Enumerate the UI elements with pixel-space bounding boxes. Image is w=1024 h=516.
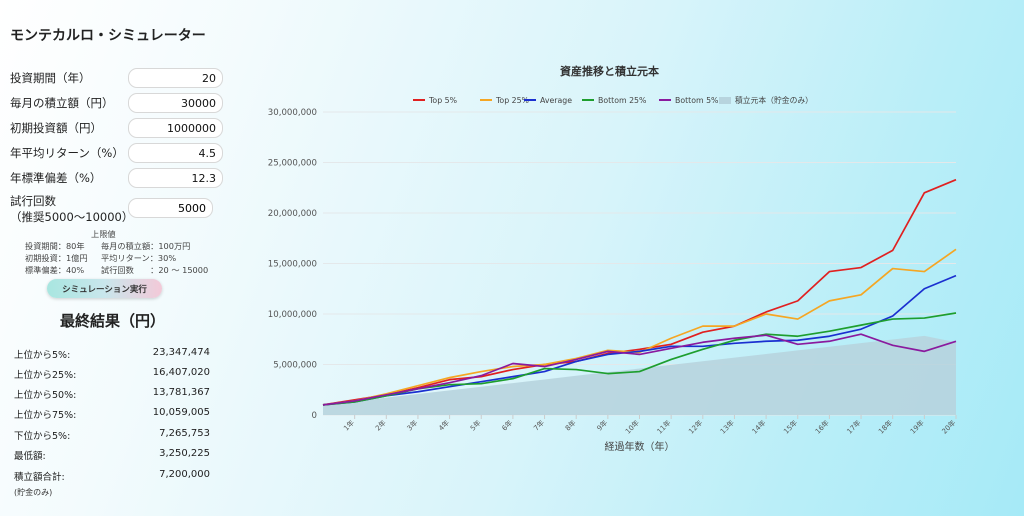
x-tick-label: 9年 [595,418,609,432]
series-line [322,333,957,406]
initial-label: 初期投資額（円） [10,121,102,135]
x-tick-label: 15年 [782,418,800,436]
result-row: 下位から5%: 7,265,753 [14,428,210,442]
stdev-input[interactable] [128,168,223,188]
return-label: 年平均リターン（%） [10,146,124,160]
asset-chart: 0 5,000,000 10,000,000 15,000,000 20,000,000… [268,95,958,453]
legend-label: Top 25% [495,96,529,105]
result-value: 16,407,020 [152,367,210,378]
x-tick-label: 16年 [813,418,831,436]
y-tick-label: 20,000,000 [268,209,317,219]
limit-return: 平均リターン：30% [101,253,177,263]
result-value: 13,781,367 [152,387,210,398]
legend-label: 積立元本（貯金のみ） [735,95,813,105]
result-label: 最低額: [14,451,46,462]
x-tick-label: 11年 [655,418,673,436]
limits-header: 上限値 [91,229,116,239]
principal-area [323,335,956,415]
result-label: 下位から5%: [14,431,71,442]
x-tick-label: 8年 [563,418,577,432]
x-tick-label: 3年 [405,418,419,432]
legend-label: Bottom 25% [598,96,646,105]
stdev-label: 年標準偏差（%） [10,171,102,185]
x-tick-label: 6年 [500,418,514,432]
legend-swatch [719,97,731,104]
x-tick-label: 12年 [687,418,705,436]
monthly-input[interactable] [128,93,223,113]
result-value: 7,265,753 [159,428,210,439]
y-tick-label: 0 [312,411,317,421]
result-label: 上位から50%: [14,390,77,401]
x-tick-label: 5年 [468,418,482,432]
x-tick-label: 14年 [750,418,768,436]
result-row: 積立額合計: 7,200,000 [14,469,210,483]
result-label: 上位から75%: [14,410,77,421]
y-tick-label: 15,000,000 [268,260,317,270]
x-tick-label: 19年 [908,418,926,436]
trials-label: 試行回数 （推奨5000〜10000） [10,193,133,225]
chart-title: 資産推移と積立元本 [560,65,659,78]
results-note: (貯金のみ) [14,488,53,497]
years-label: 投資期間（年） [10,71,91,85]
limit-stdev: 標準偏差：40% [25,265,85,275]
result-value: 3,250,225 [159,448,210,459]
x-tick-label: 2年 [373,418,387,432]
x-tick-label: 18年 [876,418,894,436]
trials-label-line1: 試行回数 [10,194,56,208]
monthly-row: 毎月の積立額（円） [10,93,223,113]
years-input[interactable] [128,68,223,88]
x-tick-label: 1年 [342,418,356,432]
result-row: 上位から50%: 13,781,367 [14,387,210,401]
result-value: 10,059,005 [152,407,210,418]
return-input[interactable] [128,143,223,163]
x-axis-label: 経過年数（年） [605,440,675,453]
result-row: 上位から75%: 10,059,005 [14,407,210,421]
x-tick-label: 4年 [437,418,451,432]
app-title: モンテカルロ・シミュレーター [10,28,206,44]
limit-trials: 試行回数 ：20 〜 15000 [101,265,209,275]
limit-monthly: 毎月の積立額：100万円 [101,241,191,251]
run-simulation-button[interactable]: シミュレーション実行 [47,279,162,298]
monthly-label: 毎月の積立額（円） [10,96,114,110]
result-value: 23,347,474 [152,347,210,358]
result-row: 最低額: 3,250,225 [14,448,210,462]
trials-input[interactable] [128,198,213,218]
x-tick-label: 17年 [845,418,863,436]
initial-row: 初期投資額（円） [10,118,223,138]
result-label: 上位から5%: [14,350,71,361]
years-row: 投資期間（年） [10,68,223,88]
y-tick-label: 5,000,000 [273,361,317,371]
legend-label: Bottom 5% [675,96,718,105]
limit-initial: 初期投資：1億円 [25,253,88,263]
limit-years: 投資期間：80年 [25,241,85,251]
x-tick-label: 13年 [718,418,736,436]
series-line [322,178,957,406]
result-value: 7,200,000 [159,469,210,480]
legend-label: Average [540,96,572,105]
initial-input[interactable] [128,118,223,138]
trials-label-line2: （推奨5000〜10000） [10,210,134,224]
legend-label: Top 5% [428,96,457,105]
result-row: 上位から25%: 16,407,020 [14,367,210,381]
y-tick-label: 10,000,000 [268,310,317,320]
return-row: 年平均リターン（%） [10,143,223,163]
series-line [322,274,957,406]
result-label: 積立額合計: [14,472,65,483]
series-line [322,248,957,406]
y-tick-label: 25,000,000 [268,159,317,169]
x-tick-label: 7年 [531,418,545,432]
x-tick-label: 20年 [940,418,958,436]
y-tick-label: 30,000,000 [268,108,317,118]
result-row: 上位から5%: 23,347,474 [14,347,210,361]
stdev-row: 年標準偏差（%） [10,168,223,188]
result-label: 上位から25%: [14,370,77,381]
results-title: 最終結果（円） [60,312,166,330]
x-tick-label: 10年 [623,418,641,436]
